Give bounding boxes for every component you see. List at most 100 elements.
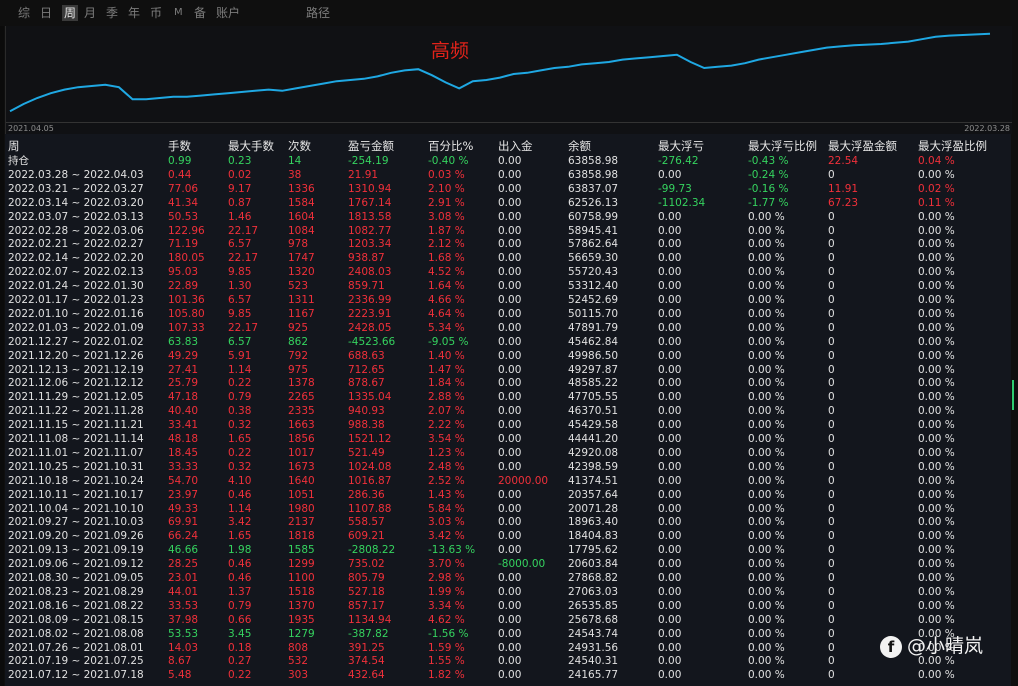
- table-row[interactable]: 2021.12.06 ~ 2021.12.12 25.79 0.22 1378 878.…: [5, 376, 1011, 390]
- tab-5[interactable]: 年: [128, 6, 141, 20]
- table-cell: 0: [828, 530, 835, 543]
- table-row[interactable]: 2021.07.12 ~ 2021.07.18 5.48 0.22 303 432.64…: [5, 668, 1011, 682]
- table-cell: 0.00 %: [748, 599, 785, 612]
- table-cell: 1980: [288, 502, 315, 515]
- table-cell: 0.00 %: [918, 530, 955, 543]
- table-row[interactable]: 2021.12.27 ~ 2022.01.02 63.83 6.57 862 -4523…: [5, 335, 1011, 349]
- table-row[interactable]: 2022.02.14 ~ 2022.02.20 180.05 22.17 1747 93…: [5, 251, 1011, 265]
- table-cell: 0.00 %: [748, 488, 785, 501]
- table-row[interactable]: 2021.11.08 ~ 2021.11.14 48.18 1.65 1856 1521…: [5, 432, 1011, 446]
- header-cell[interactable]: 最大浮亏比例: [748, 139, 817, 153]
- table-cell: 374.54: [348, 655, 385, 668]
- table-cell: 0.00: [658, 335, 682, 348]
- table-cell: 0.22: [228, 446, 252, 459]
- table-cell: 1.84 %: [428, 377, 465, 390]
- table-cell: 2021.09.27 ~ 2021.10.03: [8, 516, 144, 529]
- table-row[interactable]: 2021.09.06 ~ 2021.09.12 28.25 0.46 1299 735.…: [5, 557, 1011, 571]
- table-row[interactable]: 2021.08.30 ~ 2021.09.05 23.01 0.46 1100 805.…: [5, 571, 1011, 585]
- table-cell: 1336: [288, 182, 315, 195]
- tab-1[interactable]: 日: [40, 6, 53, 20]
- table-row[interactable]: 2022.01.03 ~ 2022.01.09 107.33 22.17 925 242…: [5, 321, 1011, 335]
- table-cell: 71.19: [168, 238, 199, 251]
- header-cell[interactable]: 次数: [288, 139, 311, 153]
- header-cell[interactable]: 周: [8, 139, 20, 153]
- tab-4[interactable]: 季: [106, 6, 119, 20]
- table-cell: 0.00: [658, 252, 682, 265]
- table-row[interactable]: 持仓 0.99 0.23 14 -254.19 -0.40 % 0.00 63858.98 -2…: [5, 154, 1011, 168]
- table-cell: 527.18: [348, 585, 385, 598]
- table-cell: 44441.20: [568, 433, 619, 445]
- tab-9[interactable]: 账户: [216, 6, 241, 20]
- table-row[interactable]: 2021.10.04 ~ 2021.10.10 49.33 1.14 1980 1107…: [5, 502, 1011, 516]
- table-row[interactable]: 2022.02.21 ~ 2022.02.27 71.19 6.57 978 1203.…: [5, 237, 1011, 251]
- table-cell: 47.18: [168, 391, 199, 404]
- table-cell: 0.00: [498, 224, 522, 237]
- table-cell: 0.00: [658, 655, 682, 668]
- table-row[interactable]: 2022.01.24 ~ 2022.01.30 22.89 1.30 523 859.7…: [5, 279, 1011, 293]
- table-cell: 53.53: [168, 627, 199, 640]
- tab-0[interactable]: 综: [18, 6, 31, 20]
- table-cell: 1818: [288, 530, 315, 543]
- table-row[interactable]: 2021.09.27 ~ 2021.10.03 69.91 3.42 2137 558.…: [5, 515, 1011, 529]
- table-cell: 940.93: [348, 405, 385, 418]
- table-cell: 1.68 %: [428, 252, 465, 265]
- table-cell: 0.00 %: [748, 572, 785, 584]
- table-row[interactable]: 2022.03.07 ~ 2022.03.13 50.53 1.46 1604 1813…: [5, 210, 1011, 224]
- table-cell: 0: [828, 363, 835, 376]
- table-cell: 0.00: [498, 544, 522, 557]
- header-cell[interactable]: 最大浮盈比例: [918, 139, 987, 153]
- table-row[interactable]: 2021.08.16 ~ 2021.08.22 33.53 0.79 1370 857.…: [5, 599, 1011, 613]
- table-cell: 0.00 %: [748, 210, 785, 223]
- header-cell[interactable]: 百分比%: [428, 139, 474, 153]
- table-cell: 8.67: [168, 655, 192, 668]
- table-row[interactable]: 2021.12.13 ~ 2021.12.19 27.41 1.14 975 712.6…: [5, 363, 1011, 377]
- table-row[interactable]: 2021.10.18 ~ 2021.10.24 54.70 4.10 1640 1016…: [5, 474, 1011, 488]
- table-row[interactable]: 2021.11.29 ~ 2021.12.05 47.18 0.79 2265 1335…: [5, 390, 1011, 404]
- table-row[interactable]: 2021.09.13 ~ 2021.09.19 46.66 1.98 1585 -280…: [5, 543, 1011, 557]
- tab-6[interactable]: 币: [150, 6, 163, 20]
- tab-10[interactable]: 路径: [306, 6, 331, 20]
- table-cell: 0.00: [498, 335, 522, 348]
- table-row[interactable]: 2022.01.17 ~ 2022.01.23 101.36 6.57 1311 233…: [5, 293, 1011, 307]
- table-row[interactable]: 2021.08.09 ~ 2021.08.15 37.98 0.66 1935 1134…: [5, 613, 1011, 627]
- table-row[interactable]: 2021.07.19 ~ 2021.07.25 8.67 0.27 532 374.54…: [5, 654, 1011, 668]
- table-cell: 0.00: [498, 391, 522, 404]
- table-row[interactable]: 2022.03.21 ~ 2022.03.27 77.06 9.17 1336 1310…: [5, 182, 1011, 196]
- tab-3[interactable]: 月: [84, 6, 97, 20]
- header-cell[interactable]: 最大手数: [228, 139, 274, 153]
- tab-8[interactable]: 备: [194, 6, 207, 20]
- table-cell: 2022.03.21 ~ 2022.03.27: [8, 182, 144, 195]
- table-row[interactable]: 2022.03.14 ~ 2022.03.20 41.34 0.87 1584 1767…: [5, 196, 1011, 210]
- header-cell[interactable]: 盈亏金额: [348, 139, 394, 153]
- table-row[interactable]: 2022.03.28 ~ 2022.04.03 0.44 0.02 38 21.91 0.…: [5, 168, 1011, 182]
- table-row[interactable]: 2022.01.10 ~ 2022.01.16 105.80 9.85 1167 222…: [5, 307, 1011, 321]
- header-cell[interactable]: 最大浮盈金额: [828, 139, 897, 153]
- table-row[interactable]: 2022.02.07 ~ 2022.02.13 95.03 9.85 1320 2408…: [5, 265, 1011, 279]
- tab-7[interactable]: M: [174, 7, 183, 18]
- table-cell: 1767.14: [348, 196, 392, 209]
- table-row[interactable]: 2021.09.20 ~ 2021.09.26 66.24 1.65 1818 609.…: [5, 529, 1011, 543]
- table-row[interactable]: 2021.07.26 ~ 2021.08.01 14.03 0.18 808 391.2…: [5, 641, 1011, 655]
- table-cell: 0.00: [658, 474, 682, 487]
- table-cell: 1.98: [228, 544, 252, 557]
- table-cell: 0.00 %: [748, 433, 785, 445]
- table-row[interactable]: 2021.08.23 ~ 2021.08.29 44.01 1.37 1518 527.…: [5, 585, 1011, 599]
- table-row[interactable]: 2021.12.20 ~ 2021.12.26 49.29 5.91 792 688.6…: [5, 349, 1011, 363]
- table-row[interactable]: 2021.11.15 ~ 2021.11.21 33.41 0.32 1663 988.…: [5, 418, 1011, 432]
- table-row[interactable]: 2022.02.28 ~ 2022.03.06 122.96 22.17 1084 10…: [5, 224, 1011, 238]
- table-row[interactable]: 2021.08.02 ~ 2021.08.08 53.53 3.45 1279 -387…: [5, 627, 1011, 641]
- tab-2[interactable]: 周: [62, 5, 79, 21]
- table-row[interactable]: 2021.10.11 ~ 2021.10.17 23.97 0.46 1051 286.…: [5, 488, 1011, 502]
- table-cell: 0.00: [498, 502, 522, 515]
- table-row[interactable]: 2021.10.25 ~ 2021.10.31 33.33 0.32 1673 1024…: [5, 460, 1011, 474]
- header-cell[interactable]: 出入金: [498, 139, 533, 153]
- table-cell: 0.00 %: [918, 558, 955, 571]
- header-cell[interactable]: 最大浮亏: [658, 139, 704, 153]
- header-cell[interactable]: 余额: [568, 139, 591, 153]
- table-row[interactable]: 2021.11.01 ~ 2021.11.07 18.45 0.22 1017 521.…: [5, 446, 1011, 460]
- table-row[interactable]: 2021.11.22 ~ 2021.11.28 40.40 0.38 2335 940.…: [5, 404, 1011, 418]
- table-cell: 1663: [288, 419, 315, 432]
- table-cell: -0.43 %: [748, 155, 789, 167]
- table-cell: 14.03: [168, 641, 199, 654]
- header-cell[interactable]: 手数: [168, 139, 191, 153]
